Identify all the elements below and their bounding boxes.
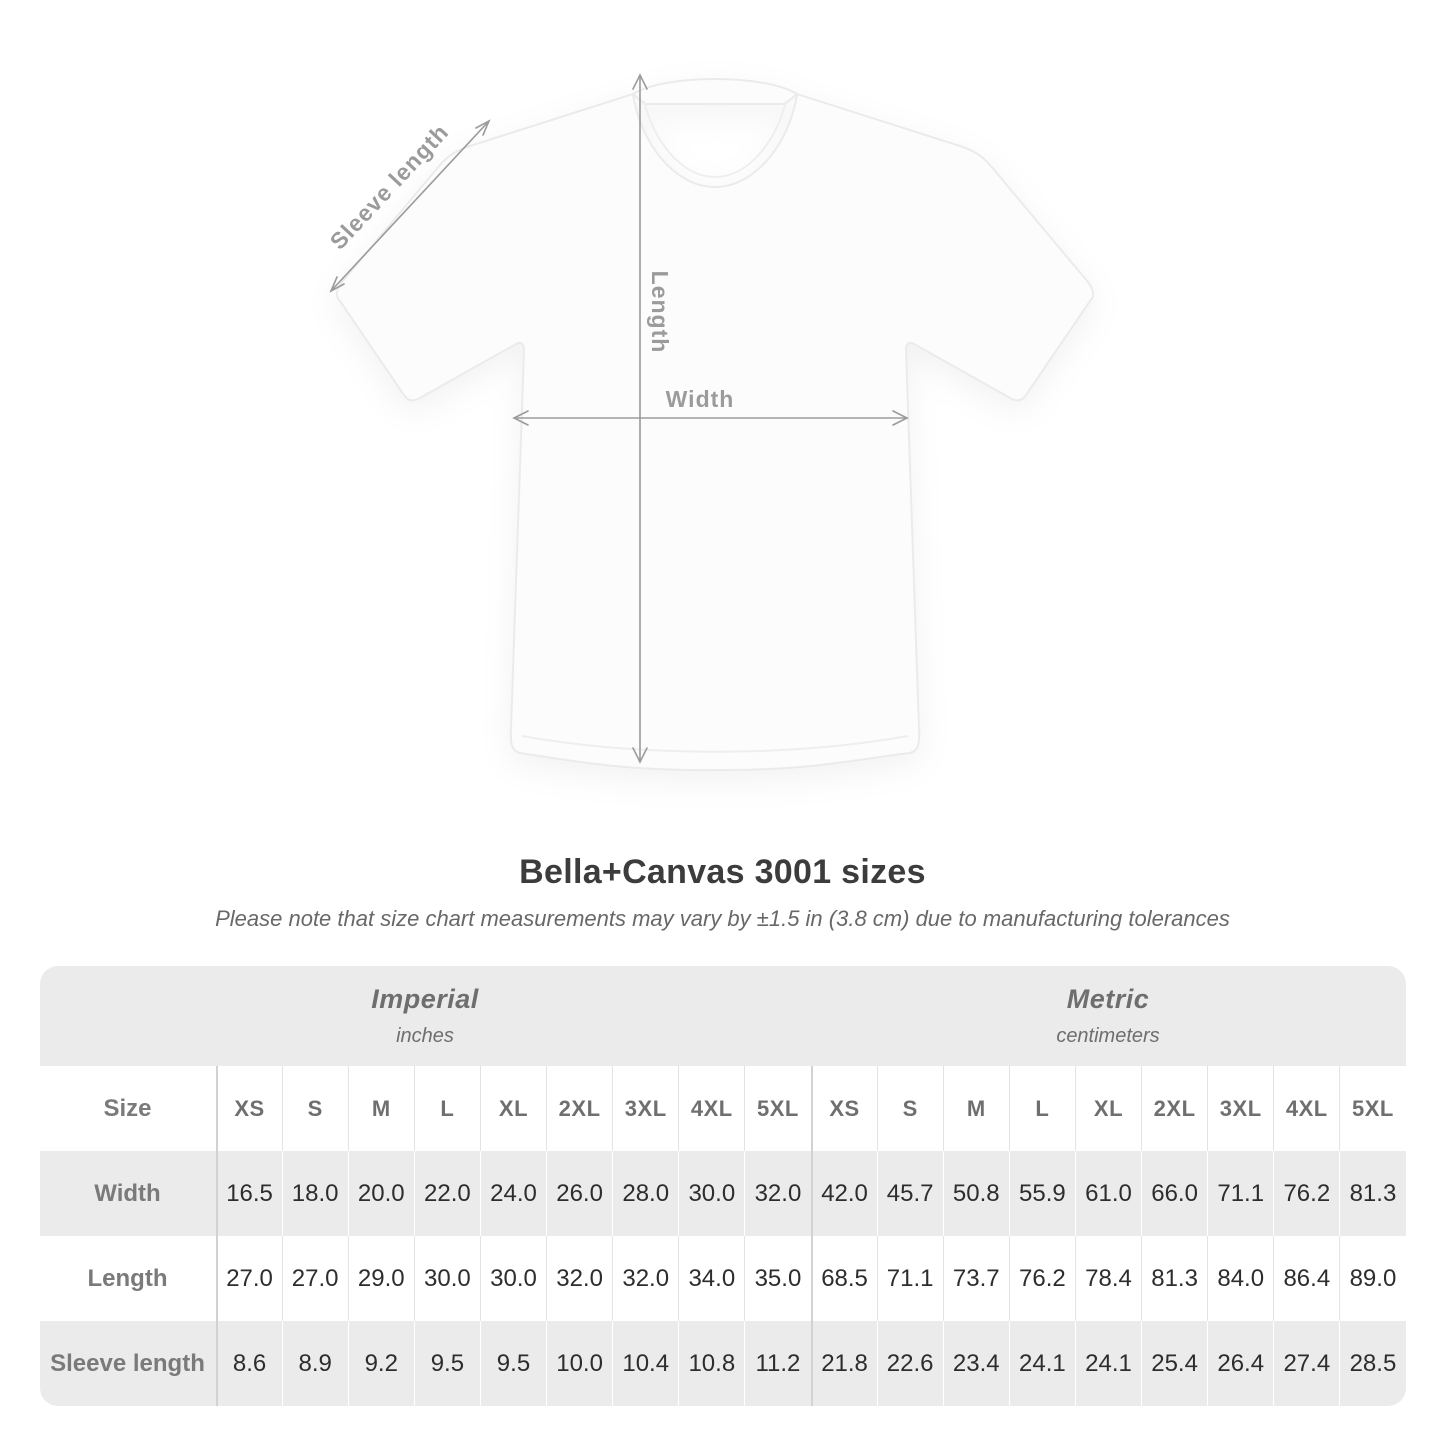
sleeve-length-cell: 11.2 xyxy=(744,1321,811,1406)
size-header-cell: 5XL xyxy=(744,1066,811,1151)
length-cell: 71.1 xyxy=(876,1236,943,1321)
sleeve-length-cell: 25.4 xyxy=(1141,1321,1208,1406)
sleeve-length-cell: 10.8 xyxy=(678,1321,745,1406)
width-cell: 45.7 xyxy=(876,1151,943,1236)
width-cell: 71.1 xyxy=(1207,1151,1274,1236)
width-cell: 76.2 xyxy=(1273,1151,1340,1236)
imperial-band-unit: inches xyxy=(396,1025,454,1047)
tshirt-hem-fold xyxy=(521,735,909,753)
sleeve-length-cell: 21.8 xyxy=(810,1321,877,1406)
size-header-cell: XS xyxy=(810,1066,877,1151)
size-header-cell: 5XL xyxy=(1339,1066,1406,1151)
tshirt-collar-back xyxy=(631,78,799,105)
sleeve-length-cell: 28.5 xyxy=(1339,1321,1406,1406)
metric-band: Metric centimeters xyxy=(810,966,1406,1066)
width-cell: 20.0 xyxy=(347,1151,414,1236)
width-cell: 30.0 xyxy=(678,1151,745,1236)
shirt-measurement-diagram: Sleeve length Length Width xyxy=(325,73,1095,772)
metric-band-unit: centimeters xyxy=(1056,1025,1160,1047)
width-cell: 50.8 xyxy=(942,1151,1009,1236)
sleeve-length-arrow xyxy=(329,119,491,293)
row-label-width: Width xyxy=(39,1151,216,1236)
length-cell: 76.2 xyxy=(1008,1236,1075,1321)
sleeve-length-cell: 24.1 xyxy=(1074,1321,1142,1406)
size-header-cell: 4XL xyxy=(678,1066,745,1151)
length-cell: 86.4 xyxy=(1273,1236,1340,1321)
size-header-cell: L xyxy=(413,1066,480,1151)
size-header-cell: XL xyxy=(479,1066,547,1151)
sleeve-length-cell: 24.1 xyxy=(1008,1321,1075,1406)
tshirt-shape xyxy=(335,78,1095,772)
width-cell: 32.0 xyxy=(744,1151,811,1236)
size-header-cell: S xyxy=(281,1066,348,1151)
width-cell: 28.0 xyxy=(612,1151,679,1236)
tshirt-collar-rib xyxy=(643,100,787,179)
sleeve-length-cell: 23.4 xyxy=(942,1321,1009,1406)
width-cell: 24.0 xyxy=(479,1151,547,1236)
size-header-cell: XL xyxy=(1074,1066,1142,1151)
length-label: Length xyxy=(647,271,673,354)
length-cell: 30.0 xyxy=(413,1236,480,1321)
sleeve-length-cell: 8.6 xyxy=(215,1321,282,1406)
imperial-band-title: Imperial xyxy=(371,984,479,1014)
length-cell: 78.4 xyxy=(1074,1236,1142,1321)
width-arrow xyxy=(512,410,909,426)
row-label-length: Length xyxy=(39,1236,216,1321)
length-cell: 27.0 xyxy=(215,1236,282,1321)
width-cell: 22.0 xyxy=(413,1151,480,1236)
sleeve-length-cell: 8.9 xyxy=(281,1321,348,1406)
width-cell: 81.3 xyxy=(1339,1151,1406,1236)
width-cell: 18.0 xyxy=(281,1151,348,1236)
sleeve-length-cell: 9.2 xyxy=(347,1321,414,1406)
size-header-cell: M xyxy=(347,1066,414,1151)
shirt-illustration: Sleeve length Length Width xyxy=(325,73,1095,772)
sleeve-length-cell: 10.4 xyxy=(612,1321,679,1406)
metric-band-title: Metric xyxy=(1066,984,1150,1014)
sleeve-length-cell: 22.6 xyxy=(876,1321,943,1406)
imperial-band: Imperial inches xyxy=(39,966,811,1066)
size-column-header: Size xyxy=(39,1066,216,1151)
row-label-sleeve-length: Sleeve length xyxy=(39,1321,216,1406)
sleeve-length-cell: 10.0 xyxy=(546,1321,613,1406)
size-header-cell: M xyxy=(942,1066,1009,1151)
tshirt-body xyxy=(335,92,1095,772)
size-header-cell: 2XL xyxy=(1141,1066,1208,1151)
size-header-cell: 3XL xyxy=(612,1066,679,1151)
sleeve-length-cell: 9.5 xyxy=(413,1321,480,1406)
length-cell: 32.0 xyxy=(546,1236,613,1321)
length-cell: 35.0 xyxy=(744,1236,811,1321)
width-label: Width xyxy=(666,386,735,412)
size-header-cell: XS xyxy=(215,1066,282,1151)
width-cell: 61.0 xyxy=(1074,1151,1142,1236)
width-cell: 26.0 xyxy=(546,1151,613,1236)
length-cell: 73.7 xyxy=(942,1236,1009,1321)
length-cell: 89.0 xyxy=(1339,1236,1406,1321)
length-cell: 34.0 xyxy=(678,1236,745,1321)
width-cell: 55.9 xyxy=(1008,1151,1075,1236)
length-cell: 84.0 xyxy=(1207,1236,1274,1321)
size-header-cell: 3XL xyxy=(1207,1066,1274,1151)
sleeve-length-cell: 26.4 xyxy=(1207,1321,1274,1406)
tolerance-note: Please note that size chart measurements… xyxy=(215,906,1230,931)
length-cell: 68.5 xyxy=(810,1236,877,1321)
page-title: Bella+Canvas 3001 sizes xyxy=(519,853,926,891)
size-header-cell: 4XL xyxy=(1273,1066,1340,1151)
size-header-cell: L xyxy=(1008,1066,1075,1151)
length-cell: 27.0 xyxy=(281,1236,348,1321)
size-header-cell: S xyxy=(876,1066,943,1151)
width-cell: 42.0 xyxy=(810,1151,877,1236)
length-cell: 29.0 xyxy=(347,1236,414,1321)
sleeve-length-cell: 27.4 xyxy=(1273,1321,1340,1406)
size-header-cell: 2XL xyxy=(546,1066,613,1151)
sleeve-length-cell: 9.5 xyxy=(479,1321,547,1406)
width-cell: 16.5 xyxy=(215,1151,282,1236)
length-cell: 32.0 xyxy=(612,1236,679,1321)
length-cell: 81.3 xyxy=(1141,1236,1208,1321)
length-cell: 30.0 xyxy=(479,1236,547,1321)
width-cell: 66.0 xyxy=(1141,1151,1208,1236)
size-table: Imperial inches Metric centimeters Size … xyxy=(39,966,1406,1406)
